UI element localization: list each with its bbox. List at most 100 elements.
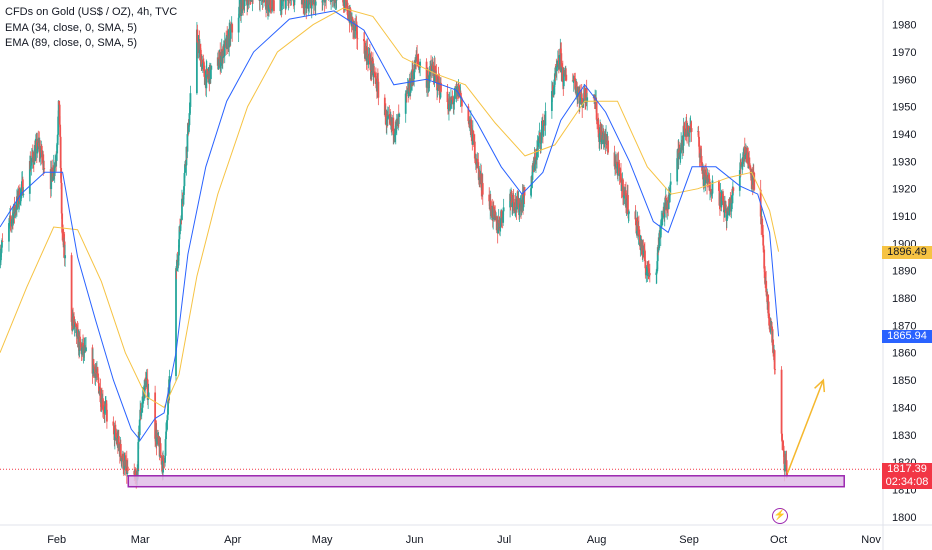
candle-body xyxy=(105,409,108,422)
candle-body xyxy=(209,69,212,80)
candle-body xyxy=(575,85,578,88)
candle-body xyxy=(413,72,416,79)
candle-body xyxy=(374,76,377,79)
candle-body xyxy=(17,200,20,204)
candle-body xyxy=(335,0,337,2)
candle-body xyxy=(701,165,704,174)
candle-body xyxy=(704,172,707,184)
candle-body xyxy=(371,60,374,64)
candle-body xyxy=(73,316,75,327)
candle-body xyxy=(559,48,562,54)
candle-body xyxy=(165,422,168,432)
candle-body xyxy=(241,0,244,14)
candle-body xyxy=(122,453,125,470)
candle-body xyxy=(176,260,178,271)
candle-body xyxy=(643,250,646,262)
legend-ema89[interactable]: EMA (89, close, 0, SMA, 5) xyxy=(5,37,138,49)
candle-body xyxy=(196,29,199,43)
candle-body xyxy=(118,443,121,447)
candle-body xyxy=(80,346,82,347)
candle-body xyxy=(426,81,428,88)
legend-ema34[interactable]: EMA (34, close, 0, SMA, 5) xyxy=(5,21,138,34)
candle-body xyxy=(178,226,181,240)
bar-countdown: 02:34:08 xyxy=(885,475,929,488)
legend-symbol[interactable]: CFDs on Gold (US$ / OZ), 4h, TVC xyxy=(5,6,178,18)
candle-body xyxy=(499,218,502,227)
candle-body xyxy=(416,54,419,57)
candle-body xyxy=(81,347,83,355)
candle-body xyxy=(553,84,556,88)
candle-body xyxy=(627,195,629,215)
candle-body xyxy=(679,148,682,153)
candle-body xyxy=(748,157,751,167)
candle-body xyxy=(499,226,502,229)
candle-body xyxy=(646,267,649,273)
candle-body xyxy=(321,1,324,3)
candle-body xyxy=(62,234,65,248)
candle-body xyxy=(419,61,422,68)
candle-body xyxy=(39,147,42,158)
candle-body xyxy=(293,0,296,3)
candle-body xyxy=(19,189,22,202)
ema89-price-value: 1896.49 xyxy=(887,246,927,259)
candle-body xyxy=(645,272,648,275)
candle-body xyxy=(142,396,145,398)
candle-body xyxy=(63,241,66,259)
candle-body xyxy=(394,133,397,136)
candle-body xyxy=(542,125,545,136)
candle-body xyxy=(418,62,421,70)
candle-body xyxy=(94,371,97,378)
lightning-icon[interactable]: ⚡ xyxy=(772,508,788,524)
candle-body xyxy=(540,129,543,143)
candle-body xyxy=(584,98,587,101)
candle-body xyxy=(683,125,686,129)
candle-body xyxy=(185,165,187,167)
candle-body xyxy=(431,66,433,71)
x-tick-label: Oct xyxy=(770,534,787,546)
candle-body xyxy=(511,197,514,208)
candle-body xyxy=(97,373,99,378)
x-tick-label: Nov xyxy=(861,534,881,546)
candle-body xyxy=(476,159,479,167)
candle-body xyxy=(143,379,146,399)
candle-body xyxy=(560,66,563,73)
candle-body xyxy=(162,457,165,462)
candle-body xyxy=(20,181,23,189)
candle-body xyxy=(207,74,210,77)
candle-body xyxy=(705,174,708,181)
candle-body xyxy=(539,132,541,136)
candle-body xyxy=(607,140,609,153)
candle-body xyxy=(688,132,690,137)
candle-body xyxy=(635,217,638,234)
candle-body xyxy=(177,255,180,261)
candle-body xyxy=(638,234,641,236)
candle-body xyxy=(489,200,492,210)
candle-body xyxy=(617,162,620,164)
candle-body xyxy=(365,45,367,51)
last-price-tag: 1817.39 02:34:08 xyxy=(882,462,932,489)
candle-body xyxy=(219,52,222,68)
candle-body xyxy=(502,207,505,212)
candle-body xyxy=(51,172,54,181)
candle-body xyxy=(741,161,744,167)
candle-body xyxy=(742,154,745,162)
candle-body xyxy=(684,135,687,137)
candle-body xyxy=(701,162,703,166)
candle-body xyxy=(74,322,77,324)
candle-body xyxy=(388,115,391,119)
y-tick-label: 1840 xyxy=(892,402,916,414)
candle-body xyxy=(751,168,754,185)
candle-body xyxy=(453,101,455,105)
x-tick-label: Jul xyxy=(497,534,511,546)
candle-body xyxy=(374,74,377,77)
candle-body xyxy=(530,188,532,196)
candle-body xyxy=(113,429,116,441)
candle-body xyxy=(201,64,204,69)
candle-body xyxy=(753,172,756,190)
candle-body xyxy=(145,380,148,387)
candle-body xyxy=(61,213,64,233)
candle-body xyxy=(307,0,310,9)
candle-body xyxy=(238,7,241,18)
candle-body xyxy=(495,216,498,231)
